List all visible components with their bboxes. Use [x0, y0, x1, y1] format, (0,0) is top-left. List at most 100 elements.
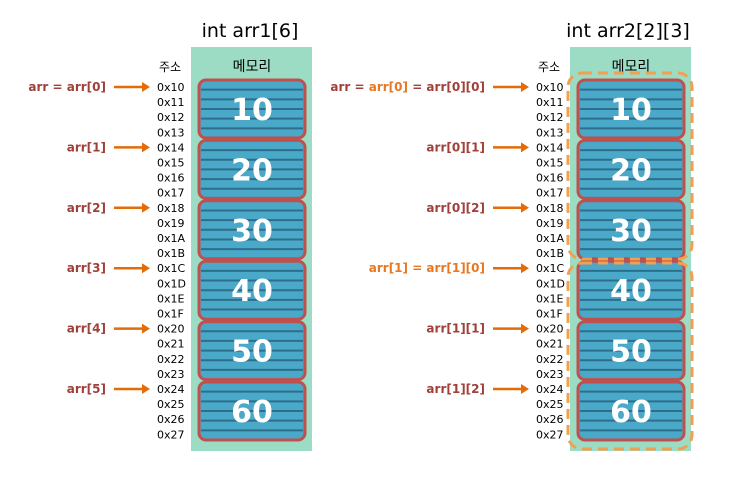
memory-header: 메모리 [233, 59, 272, 75]
pointer-label: arr[1][2] [426, 382, 529, 396]
address-label: 0x1B [157, 247, 185, 260]
pointer-label: arr[3] [67, 261, 150, 275]
address-label: 0x1F [536, 308, 563, 321]
address-label: 0x1E [157, 292, 185, 305]
address-list: 0x10 0x11 0x12 0x13 0x14 0x15 0x16 0x17 0x18 0x19… [536, 81, 565, 441]
panel-title: int arr1[6] [202, 20, 299, 42]
address-label: 0x13 [536, 126, 564, 139]
cell-value: 10 [231, 93, 273, 128]
svg-text:arr[1]: arr[1] [67, 140, 106, 154]
address-label: 0x12 [536, 111, 564, 124]
pointer-arrow [493, 323, 529, 334]
cell-value: 50 [231, 335, 273, 370]
address-label: 0x21 [536, 338, 564, 351]
memory-cell: 20 [576, 138, 686, 200]
pointer-arrow [493, 263, 529, 274]
memory-cell: 60 [576, 380, 686, 442]
address-label: 0x23 [157, 368, 185, 381]
address-label: 0x1A [536, 232, 565, 245]
address-header: 주소 [159, 60, 181, 74]
cell-value: 30 [231, 214, 273, 249]
address-label: 0x25 [157, 398, 185, 411]
row-group-outline-0 [566, 71, 694, 261]
address-label: 0x10 [157, 81, 185, 94]
pointer-arrow [114, 263, 150, 274]
memory-header: 메모리 [612, 59, 651, 75]
pointer-arrow [114, 142, 150, 153]
svg-text:arr = arr[0]: arr = arr[0] [28, 80, 106, 94]
cell-value: 40 [231, 274, 273, 309]
pointer-label: arr[4] [67, 322, 150, 336]
svg-text:arr[5]: arr[5] [67, 382, 106, 396]
pointer-arrow [493, 384, 529, 394]
cell-value: 30 [610, 214, 652, 249]
pointer-label: arr[1] [67, 140, 150, 154]
address-label: 0x11 [157, 96, 185, 109]
address-label: 0x10 [536, 81, 564, 94]
address-label: 0x14 [536, 141, 564, 154]
pointer-arrow [114, 384, 150, 394]
address-label: 0x1E [536, 292, 564, 305]
address-label: 0x1C [157, 262, 186, 275]
address-label: 0x19 [157, 217, 185, 230]
address-label: 0x1B [536, 247, 564, 260]
address-label: 0x18 [157, 202, 185, 215]
memory-cell: 40 [576, 259, 686, 321]
pointer-labels: arr = arr[0] = arr[0][0] arr[0][1] arr[0][… [330, 80, 529, 396]
address-label: 0x23 [536, 368, 564, 381]
memory-cell: 10 [576, 78, 686, 140]
address-label: 0x17 [536, 187, 564, 200]
address-label: 0x16 [157, 172, 185, 185]
address-label: 0x18 [536, 202, 564, 215]
pointer-arrow [493, 142, 529, 153]
svg-text:arr[4]: arr[4] [67, 322, 106, 336]
address-label: 0x17 [157, 187, 185, 200]
memory-cell: 50 [576, 320, 686, 382]
memory-cells: 10 20 30 40 50 60 [197, 78, 307, 442]
address-label: 0x15 [157, 157, 185, 170]
address-label: 0x1D [157, 277, 186, 290]
address-label: 0x22 [157, 353, 185, 366]
address-label: 0x24 [157, 383, 185, 396]
cell-value: 10 [610, 93, 652, 128]
address-label: 0x25 [536, 398, 564, 411]
memory-cell: 40 [197, 259, 307, 321]
memory-cell: 60 [197, 380, 307, 442]
address-label: 0x27 [536, 428, 564, 441]
pointer-label: arr = arr[0] = arr[0][0] [330, 80, 529, 94]
address-label: 0x27 [157, 428, 185, 441]
address-list: 0x10 0x11 0x12 0x13 0x14 0x15 0x16 0x17 0x18 0x19… [157, 81, 186, 441]
svg-text:arr[0][2]: arr[0][2] [426, 201, 485, 215]
address-label: 0x26 [157, 413, 185, 426]
pointer-arrow [493, 202, 529, 213]
pointer-arrow [493, 82, 529, 92]
pointer-label: arr[5] [67, 382, 150, 396]
cell-value: 60 [610, 395, 652, 430]
memory-cell: 30 [576, 199, 686, 261]
svg-text:arr[0][1]: arr[0][1] [426, 140, 485, 154]
svg-text:arr[1] = arr[1][0]: arr[1] = arr[1][0] [369, 261, 485, 275]
cell-value: 40 [610, 274, 652, 309]
address-label: 0x14 [157, 141, 185, 154]
address-label: 0x20 [536, 323, 564, 336]
svg-text:arr = arr[0] = arr[0][0]: arr = arr[0] = arr[0][0] [330, 80, 485, 94]
pointer-label: arr[1][1] [426, 322, 529, 336]
address-label: 0x16 [536, 172, 564, 185]
pointer-arrow [114, 323, 150, 334]
svg-text:arr[1][1]: arr[1][1] [426, 322, 485, 336]
cell-value: 60 [231, 395, 273, 430]
address-label: 0x19 [536, 217, 564, 230]
address-label: 0x22 [536, 353, 564, 366]
address-label: 0x12 [157, 111, 185, 124]
cell-value: 20 [610, 153, 652, 188]
pointer-arrow [114, 202, 150, 213]
panel-arr2: int arr2[2][3] 주소 메모리 0x100x110x120x130x… [330, 20, 694, 451]
panel-title: int arr2[2][3] [566, 20, 690, 42]
cell-value: 50 [610, 335, 652, 370]
address-label: 0x24 [536, 383, 564, 396]
address-label: 0x26 [536, 413, 564, 426]
address-label: 0x1C [536, 262, 565, 275]
cell-value: 20 [231, 153, 273, 188]
pointer-label: arr = arr[0] [28, 80, 150, 94]
